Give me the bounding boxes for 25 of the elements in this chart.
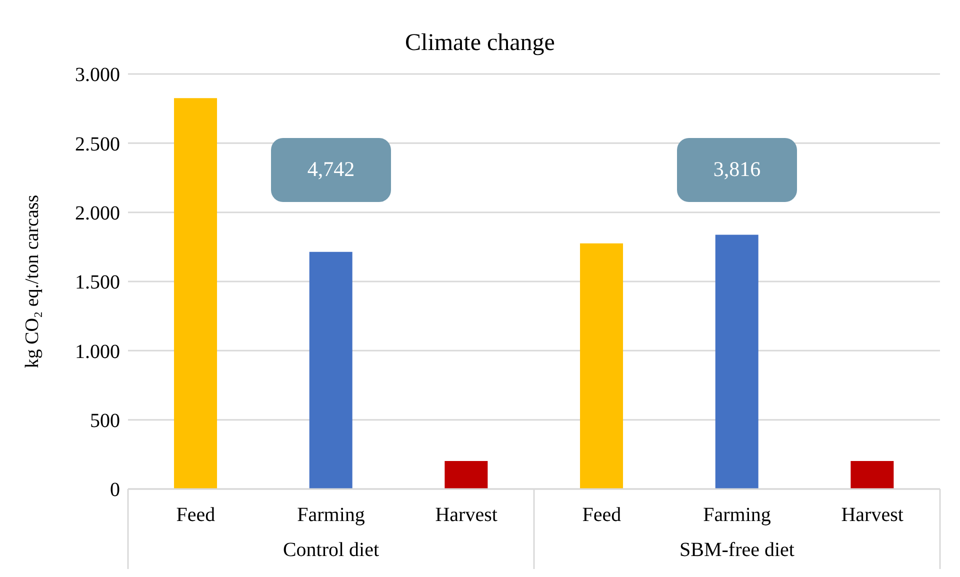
x-tick-label: Harvest bbox=[435, 504, 498, 526]
y-tick-label: 1.000 bbox=[75, 340, 120, 363]
y-tick-label: 2.000 bbox=[75, 202, 120, 224]
y-tick-label: 3.000 bbox=[75, 64, 120, 86]
bar bbox=[580, 243, 624, 489]
y-tick-label: 1.500 bbox=[75, 272, 120, 294]
y-tick-label: 500 bbox=[90, 410, 120, 432]
text: SBM-free diet bbox=[678, 539, 796, 562]
callout-box: 4,742 bbox=[271, 138, 391, 202]
bar bbox=[174, 98, 218, 489]
x-tick-label: Farming bbox=[703, 504, 771, 526]
bar bbox=[715, 234, 758, 489]
x-tick-label: Farming bbox=[297, 504, 365, 526]
bar bbox=[850, 461, 894, 489]
y-tick-label: 2.500 bbox=[75, 133, 120, 156]
bar bbox=[309, 252, 352, 489]
bar bbox=[444, 461, 488, 489]
y-tick-label: 0 bbox=[110, 479, 120, 502]
text: Control diet bbox=[282, 539, 380, 562]
x-tick-label: Feed bbox=[582, 504, 622, 526]
x-tick-label: Feed bbox=[176, 504, 216, 526]
callout-box: 3,816 bbox=[677, 138, 797, 202]
y-axis-title: kg CO₂ eq./ton carcass bbox=[22, 194, 43, 368]
chart-title: Climate change bbox=[404, 30, 556, 57]
x-tick-label: Harvest bbox=[841, 504, 904, 526]
